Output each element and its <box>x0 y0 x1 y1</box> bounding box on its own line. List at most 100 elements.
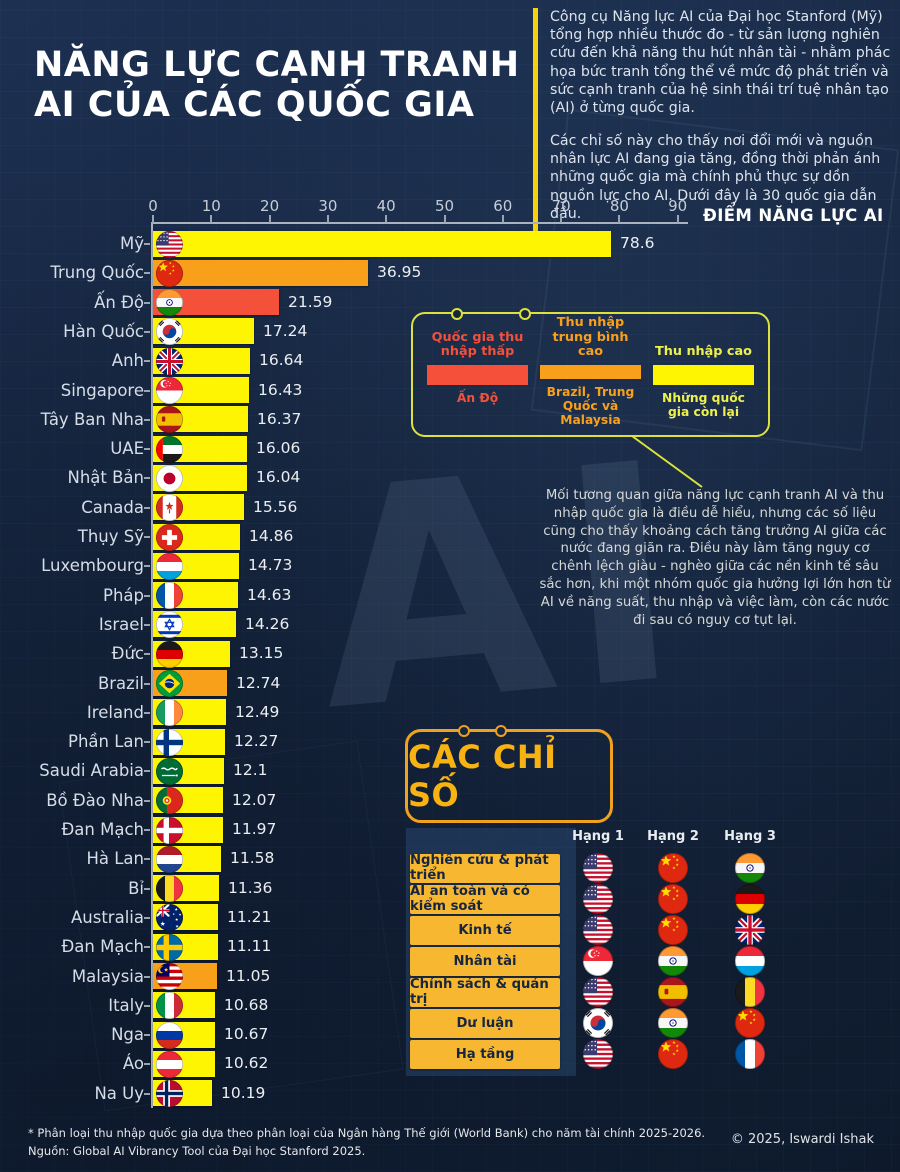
footnote-line-1: * Phân loại thu nhập quốc gia dựa theo p… <box>28 1126 706 1140</box>
row-tick-mark <box>144 1063 150 1066</box>
title-line-2: AI CỦA CÁC QUỐC GIA <box>34 84 475 125</box>
row-tick-mark <box>144 653 150 656</box>
indicator-label: Hạ tầng <box>410 1039 560 1069</box>
rank-1-flag-us-icon <box>583 977 613 1007</box>
row-tick-mark <box>144 623 150 626</box>
axis-line-horizontal <box>152 222 688 224</box>
chart-row: Thụy Sỹ 14.86 <box>0 522 900 551</box>
legend-connector-dot-2 <box>519 308 531 320</box>
chart-row: Áo 10.62 <box>0 1049 900 1078</box>
country-label: Tây Ban Nha <box>40 409 144 429</box>
country-label: Luxembourg <box>41 556 144 576</box>
copyright-text: © 2025, Iswardi Ishak <box>730 1132 874 1147</box>
row-tick-mark <box>144 272 150 275</box>
rank-1-header: Hạng 1 <box>572 829 624 844</box>
flag-sg-icon <box>156 377 183 405</box>
score-bar <box>153 1080 212 1108</box>
row-tick-mark <box>144 975 150 978</box>
score-bar <box>153 289 279 317</box>
chart-row: Hà Lan 11.58 <box>0 844 900 873</box>
flag-fi-icon <box>156 728 183 756</box>
score-value: 16.43 <box>258 380 303 399</box>
row-tick-mark <box>144 916 150 919</box>
score-bar <box>153 816 223 844</box>
score-value: 16.04 <box>256 468 301 487</box>
chart-row: Singapore 16.43 <box>0 376 900 405</box>
country-label: Thụy Sỹ <box>77 527 144 546</box>
country-label: Italy <box>108 995 144 1015</box>
axis-title: ĐIỂM NĂNG LỰC AI <box>703 206 884 225</box>
rank-2-flag-cn-icon <box>658 884 688 914</box>
score-value: 14.86 <box>249 527 294 545</box>
footnote-line-2: Nguồn: Global AI Vibrancy Tool của Đại h… <box>28 1144 366 1158</box>
score-value: 14.26 <box>245 614 290 633</box>
chart-row: Na Uy 10.19 <box>0 1079 900 1108</box>
axis-tick-mark <box>326 215 329 223</box>
axis-tick-label: 70 <box>551 197 571 215</box>
score-value: 17.24 <box>263 321 308 340</box>
legend-caption: Những quốc gia còn lại <box>662 391 745 420</box>
country-label: Canada <box>81 497 144 517</box>
country-label: Áo <box>122 1054 144 1074</box>
rank-3-flag-in-icon <box>735 853 765 883</box>
chart-row: Đức 13.15 <box>0 639 900 668</box>
score-bar <box>153 1021 215 1049</box>
chart-row: Malaysia 11.05 <box>0 962 900 991</box>
score-value: 12.74 <box>236 673 281 692</box>
score-value: 10.67 <box>224 1025 269 1044</box>
score-value: 10.62 <box>224 1054 269 1073</box>
chart-row: Canada 15.56 <box>0 493 900 522</box>
row-tick-mark <box>144 565 150 568</box>
row-tick-mark <box>144 360 150 363</box>
rank-2-flag-es-icon <box>658 977 688 1007</box>
score-bar <box>153 318 254 346</box>
flag-ch-icon <box>156 523 183 551</box>
country-label: Nga <box>111 1025 144 1045</box>
country-label: Israel <box>98 614 144 634</box>
country-label: Bồ Đào Nha <box>46 790 144 810</box>
chart-row: Nhật Bản 16.04 <box>0 463 900 492</box>
score-value: 11.05 <box>226 966 271 985</box>
score-value: 36.95 <box>377 263 422 282</box>
legend-item-low-income: Quốc gia thu nhập thấp Ấn Độ <box>421 327 534 427</box>
indicators-title-box: CÁC CHỈ SỐ <box>405 725 613 823</box>
chart-row: Ấn Độ 21.59 <box>0 288 900 317</box>
axis-tick-label: 20 <box>260 197 280 215</box>
country-label: Đức <box>111 644 144 664</box>
flag-lu-icon <box>156 552 183 580</box>
score-value: 14.63 <box>247 585 292 604</box>
score-value: 12.27 <box>234 732 279 751</box>
indicator-label: AI an toàn và có kiểm soát <box>410 884 560 914</box>
flag-il-icon <box>156 611 183 639</box>
chart-row: Đan Mạch 11.97 <box>0 815 900 844</box>
chart-row: Pháp 14.63 <box>0 581 900 610</box>
chart-row: Brazil 12.74 <box>0 669 900 698</box>
axis-tick-label: 30 <box>318 197 338 215</box>
country-label: Brazil <box>97 673 144 693</box>
flag-at-icon <box>156 1050 183 1078</box>
rank-2-flag-cn-icon <box>658 1039 688 1069</box>
country-label: Trung Quốc <box>50 263 144 283</box>
score-bar <box>153 611 236 639</box>
score-bar <box>153 259 368 287</box>
chart-row: Bỉ 11.36 <box>0 874 900 903</box>
row-tick-mark <box>144 536 150 538</box>
axis-tick-mark <box>618 215 621 223</box>
score-value: 14.73 <box>248 556 293 575</box>
intro-paragraph-1: Công cụ Năng lực AI của Đại học Stanford… <box>550 9 891 116</box>
legend-caption: Ấn Độ <box>456 391 499 405</box>
score-bar <box>153 875 219 903</box>
axis-tick-mark <box>560 215 563 223</box>
row-tick-mark <box>144 946 150 949</box>
score-value: 12.1 <box>233 761 268 780</box>
axis-tick-mark <box>152 215 154 223</box>
score-bar <box>153 963 217 991</box>
score-value: 21.59 <box>288 292 333 311</box>
flag-my-icon <box>156 963 183 991</box>
flag-es-icon <box>156 406 183 434</box>
row-tick-mark <box>144 829 150 831</box>
country-label: Pháp <box>103 585 144 605</box>
legend-item-upper-middle-income: Thu nhập trung bình cao Brazil, Trung Qu… <box>534 315 647 427</box>
score-value: 12.49 <box>235 702 280 721</box>
